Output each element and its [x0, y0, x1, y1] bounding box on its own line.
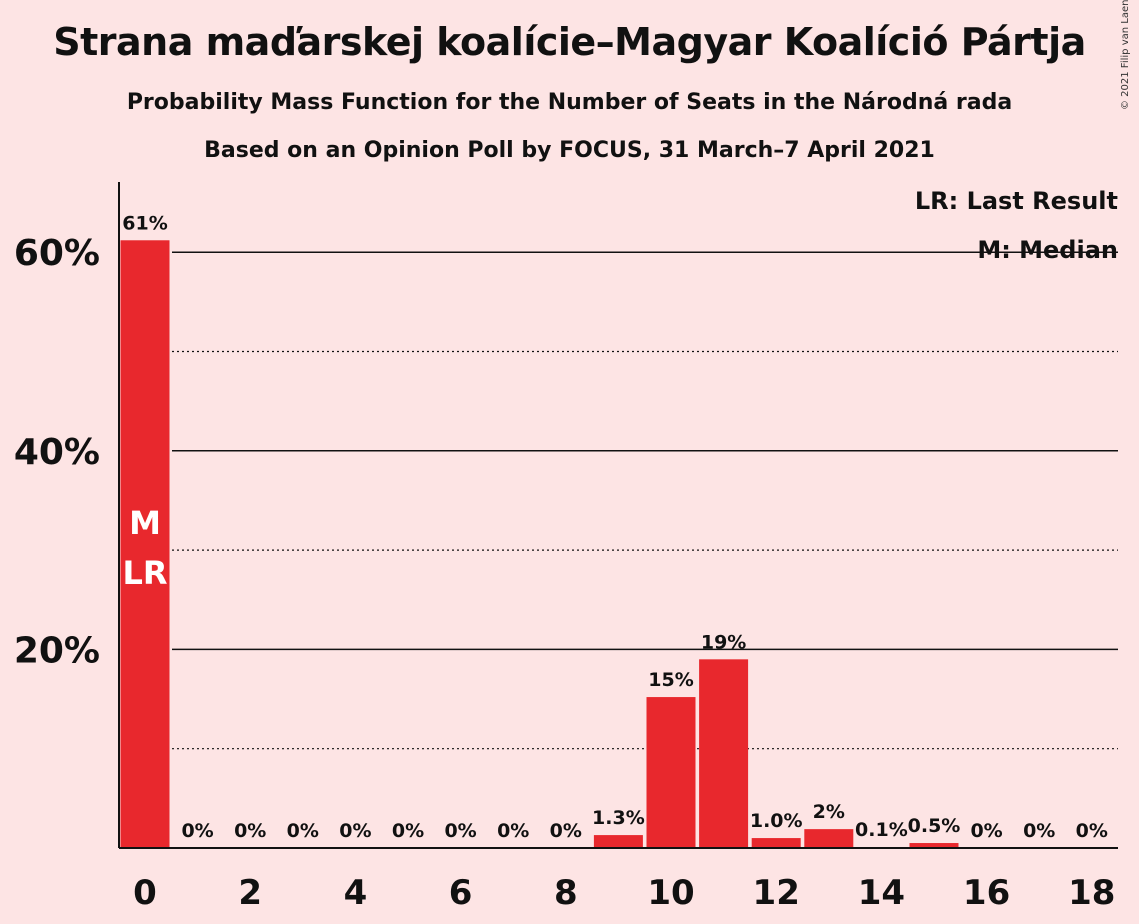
data-label: 0% [497, 820, 529, 842]
x-tick-label: 12 [753, 873, 800, 913]
axes: 20% 40% 60% 0 2 4 6 8 10 12 14 16 18 [14, 182, 1118, 913]
data-label: 61% [122, 212, 167, 234]
data-label: 19% [701, 631, 746, 653]
data-label: 0% [339, 820, 371, 842]
legend-last-result: LR: Last Result [915, 187, 1118, 215]
data-label: 0.1% [855, 819, 908, 841]
data-label: 2% [813, 801, 845, 823]
bar [751, 838, 801, 848]
data-label: 0% [1076, 820, 1108, 842]
bar [593, 835, 643, 848]
data-label: 0% [392, 820, 424, 842]
chart-title: Strana maďarskej koalície–Magyar Koalíci… [53, 20, 1086, 64]
x-tick-label: 16 [963, 873, 1010, 913]
gridlines [172, 251, 1118, 750]
bar [120, 240, 170, 848]
data-label: 15% [648, 669, 693, 691]
data-label: 0% [181, 820, 213, 842]
data-label: 1.3% [592, 807, 645, 829]
data-label: 0% [970, 820, 1002, 842]
bars [120, 240, 959, 848]
chart-source-line: Based on an Opinion Poll by FOCUS, 31 Ma… [204, 138, 935, 163]
x-tick-label: 2 [238, 873, 262, 913]
data-label: 0% [550, 820, 582, 842]
x-tick-label: 4 [344, 873, 368, 913]
data-label: 0% [444, 820, 476, 842]
x-tick-label: 14 [858, 873, 905, 913]
data-label: 0.5% [908, 815, 961, 837]
x-tick-label: 10 [647, 873, 694, 913]
x-tick-label: 0 [133, 873, 157, 913]
data-label: 0% [1023, 820, 1055, 842]
chart-subtitle: Probability Mass Function for the Number… [126, 90, 1013, 115]
bar [699, 659, 749, 848]
last-result-marker: LR [122, 554, 167, 592]
bar [646, 697, 696, 848]
data-label: 0% [287, 820, 319, 842]
data-label: 0% [234, 820, 266, 842]
bar [909, 843, 959, 848]
y-tick-label: 40% [14, 432, 100, 473]
y-tick-label: 20% [14, 630, 100, 671]
x-tick-label: 8 [554, 873, 578, 913]
x-tick-label: 18 [1068, 873, 1115, 913]
x-tick-label: 6 [449, 873, 473, 913]
median-marker: M [129, 504, 161, 542]
legend-median: M: Median [977, 236, 1118, 264]
bar [804, 829, 854, 848]
data-labels: 61%0% 0% 0% 0% 0% 0% 0% 0%1.3%15%19%1.0% 2%0.1% 0… [122, 212, 1108, 842]
data-label: 1.0% [750, 810, 803, 832]
y-tick-label: 60% [14, 233, 100, 274]
